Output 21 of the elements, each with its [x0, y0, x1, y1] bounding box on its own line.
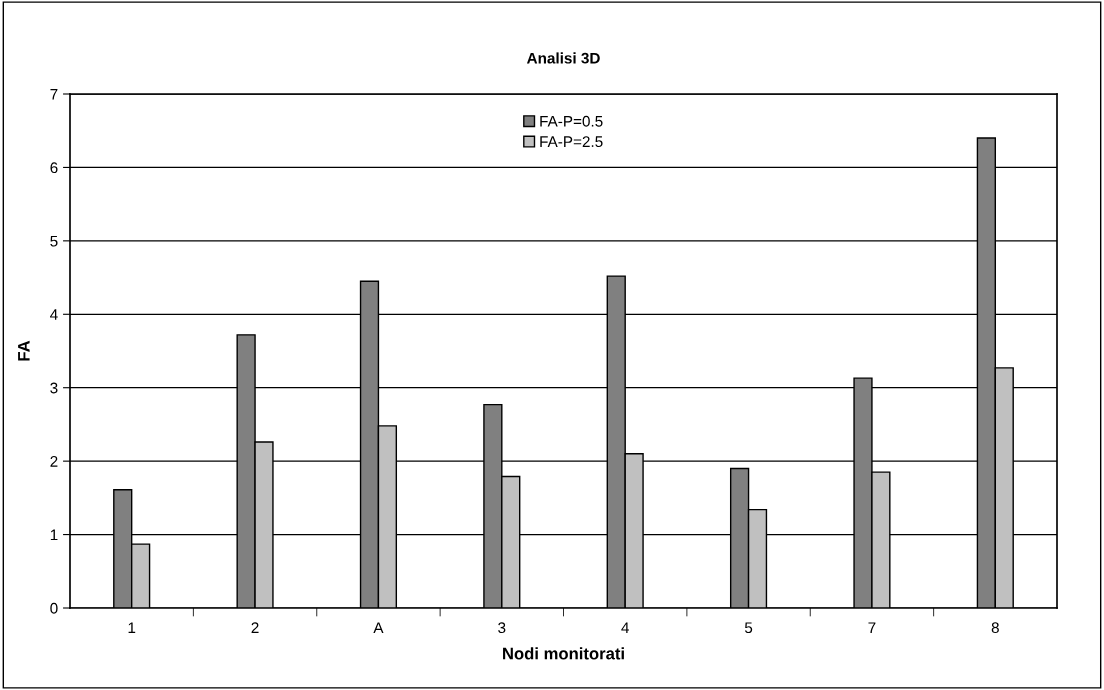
- x-axis-title: Nodi monitorati: [503, 647, 624, 660]
- y-tick-label: 3: [50, 382, 58, 394]
- x-tick-label: 5: [744, 622, 753, 634]
- x-tick-label: 8: [991, 622, 999, 634]
- x-tick-label: 7: [868, 622, 876, 633]
- y-tick-label: 7: [50, 89, 58, 100]
- chart-title: Analisi 3D: [526, 52, 600, 64]
- x-tick-label: A: [373, 622, 384, 633]
- y-tick-label: 5: [50, 235, 58, 247]
- y-tick-label: 1: [50, 529, 58, 541]
- y-axis-title: FA: [18, 340, 30, 361]
- y-tick-label: 2: [50, 456, 58, 467]
- y-tick-label: 4: [50, 309, 58, 320]
- x-tick-label: 4: [621, 622, 629, 633]
- y-tick-label: 0: [50, 602, 58, 614]
- legend-label: FA-P=2.5: [540, 136, 603, 148]
- x-tick-label: 3: [498, 622, 506, 634]
- y-tick-label: 6: [50, 162, 58, 174]
- x-tick-label: 1: [128, 622, 136, 633]
- x-tick-label: 2: [251, 622, 259, 633]
- legend-label: FA-P=0.5: [540, 115, 603, 127]
